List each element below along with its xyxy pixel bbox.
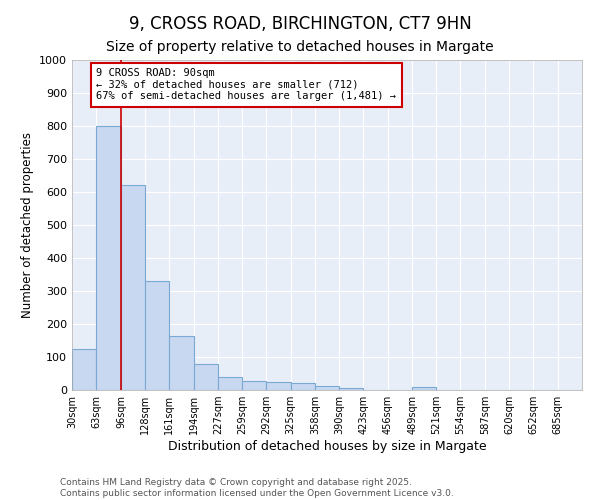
Text: Contains HM Land Registry data © Crown copyright and database right 2025.
Contai: Contains HM Land Registry data © Crown c…	[60, 478, 454, 498]
Bar	[218, 377, 242, 390]
Text: 9 CROSS ROAD: 90sqm
← 32% of detached houses are smaller (712)
67% of semi-detac: 9 CROSS ROAD: 90sqm ← 32% of detached ho…	[97, 68, 397, 102]
Bar	[290, 384, 315, 390]
Bar	[266, 382, 290, 390]
Bar	[97, 126, 121, 390]
Bar	[145, 281, 169, 390]
Bar	[315, 386, 339, 390]
Bar	[121, 186, 145, 390]
Text: 9, CROSS ROAD, BIRCHINGTON, CT7 9HN: 9, CROSS ROAD, BIRCHINGTON, CT7 9HN	[128, 15, 472, 33]
Bar	[242, 381, 266, 390]
Text: Size of property relative to detached houses in Margate: Size of property relative to detached ho…	[106, 40, 494, 54]
Bar	[194, 364, 218, 390]
Bar	[412, 388, 436, 390]
Bar	[339, 388, 364, 390]
Bar	[169, 336, 194, 390]
X-axis label: Distribution of detached houses by size in Margate: Distribution of detached houses by size …	[167, 440, 487, 453]
Bar	[72, 349, 97, 390]
Y-axis label: Number of detached properties: Number of detached properties	[20, 132, 34, 318]
